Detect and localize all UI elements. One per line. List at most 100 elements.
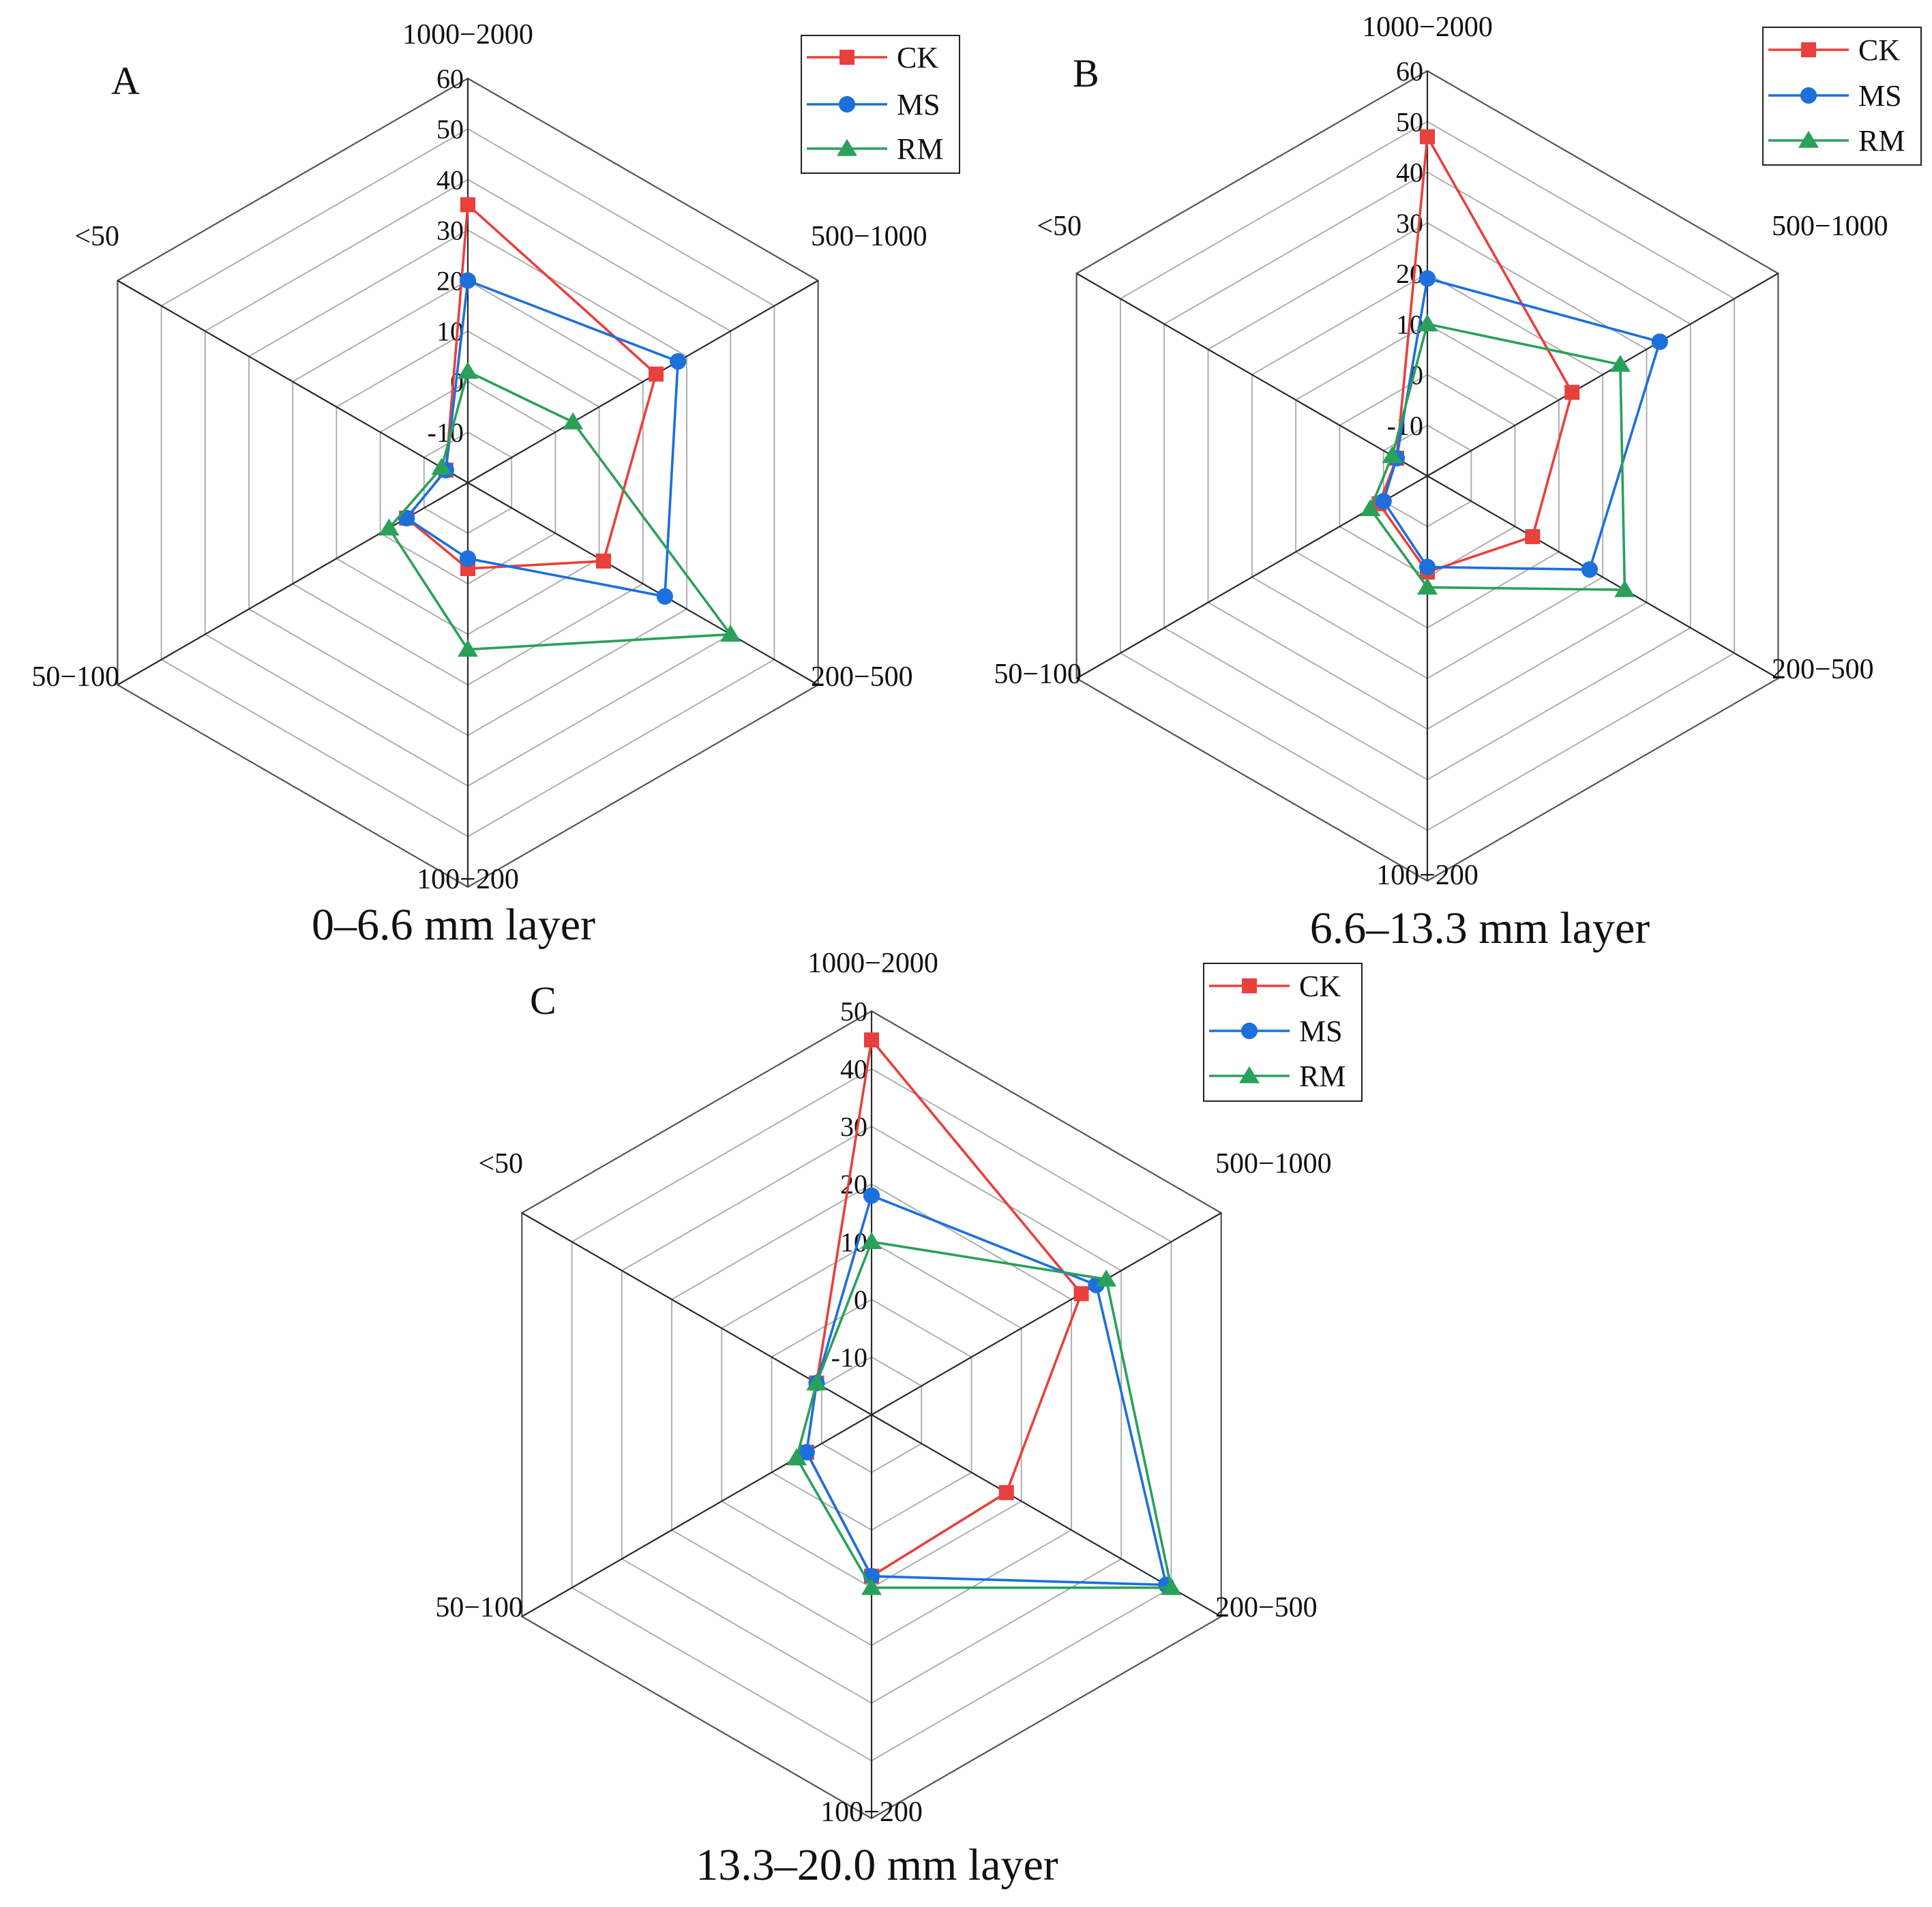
radar-spokes bbox=[521, 1011, 1222, 1818]
data-point-ms bbox=[459, 272, 477, 289]
data-point-ck bbox=[649, 366, 664, 382]
data-point-ck bbox=[998, 1485, 1014, 1501]
radial-tick-label: -10 bbox=[428, 417, 464, 448]
axis-label-lt50: <50 bbox=[1037, 211, 1082, 242]
legend-marker-rm bbox=[1239, 1066, 1260, 1083]
axis-label-100-200: 100−200 bbox=[417, 864, 519, 895]
legend-label-ms: MS bbox=[1858, 79, 1902, 112]
data-point-ms bbox=[863, 1187, 880, 1204]
radial-tick-label: 50 bbox=[1396, 106, 1423, 137]
axis-spoke bbox=[1427, 475, 1779, 679]
data-point-rm bbox=[1614, 580, 1635, 597]
panel-letter-c: C bbox=[530, 978, 556, 1023]
data-point-ms bbox=[398, 509, 415, 526]
axis-label-100-200: 100−200 bbox=[1376, 860, 1478, 891]
legend-label-ck: CK bbox=[897, 41, 938, 74]
radial-tick-label: 60 bbox=[1396, 56, 1423, 87]
legend-marker-ms bbox=[1240, 1022, 1258, 1040]
legend-label-ms: MS bbox=[897, 88, 940, 121]
legend-entry-ms: MS bbox=[807, 88, 940, 121]
data-point-rm bbox=[1360, 499, 1381, 516]
legend-marker-ck bbox=[839, 50, 854, 65]
data-point-rm bbox=[431, 457, 452, 475]
data-point-ck bbox=[864, 1032, 879, 1048]
axis-label-500-1000: 500−1000 bbox=[1772, 211, 1888, 242]
panel-letter-b: B bbox=[1073, 51, 1099, 95]
axis-label-50-100: 50−100 bbox=[994, 659, 1082, 690]
legend-entry-ck: CK bbox=[1768, 33, 1900, 67]
data-point-ck bbox=[1564, 385, 1580, 400]
data-point-ms bbox=[459, 550, 477, 567]
data-point-ms bbox=[798, 1443, 815, 1461]
panel-letter-a: A bbox=[111, 59, 140, 103]
data-point-rm bbox=[458, 361, 478, 379]
legend-marker-rm bbox=[837, 138, 857, 156]
axis-label-50-100: 50−100 bbox=[31, 661, 119, 693]
data-point-ck bbox=[596, 553, 612, 569]
data-point-rm bbox=[861, 1578, 882, 1595]
axis-spoke bbox=[1076, 273, 1428, 477]
data-point-ms bbox=[670, 353, 687, 370]
legend-label-ms: MS bbox=[1299, 1015, 1343, 1048]
data-point-rm bbox=[563, 412, 584, 430]
radial-tick-label: 40 bbox=[436, 164, 464, 195]
legend: CK MS RM bbox=[1762, 27, 1922, 166]
legend-entry-ck: CK bbox=[807, 41, 938, 74]
data-point-ms bbox=[1418, 558, 1436, 575]
data-point-rm bbox=[786, 1448, 807, 1466]
data-point-rm bbox=[1417, 577, 1438, 595]
axis-spoke bbox=[467, 280, 819, 483]
axis-label-500-1000: 500−1000 bbox=[1215, 1148, 1332, 1180]
series-line-rm bbox=[387, 370, 732, 651]
legend-label-rm: RM bbox=[1299, 1060, 1346, 1093]
axis-spoke bbox=[1427, 273, 1779, 477]
series-line-ck bbox=[1378, 135, 1573, 573]
axis-label-100-200: 100−200 bbox=[820, 1797, 923, 1828]
data-point-ck bbox=[1525, 529, 1541, 545]
radial-tick-label: 0 bbox=[854, 1285, 867, 1315]
data-point-ck bbox=[460, 197, 475, 213]
data-point-rm bbox=[1161, 1578, 1182, 1595]
axis-label-lt50: <50 bbox=[478, 1148, 523, 1180]
data-point-rm bbox=[1096, 1270, 1117, 1287]
legend-marker-ms bbox=[1800, 87, 1817, 104]
legend-label-ck: CK bbox=[1858, 33, 1900, 67]
legend-entry-ms: MS bbox=[1768, 79, 1902, 112]
data-point-ms bbox=[1651, 333, 1668, 350]
layer-caption-c: 13.3–20.0 mm layer bbox=[696, 1840, 1058, 1890]
legend-marker-ck bbox=[1801, 42, 1816, 57]
legend-marker-ck bbox=[1242, 978, 1257, 993]
layer-caption-a: 0–6.6 mm layer bbox=[312, 900, 595, 950]
axis-spoke bbox=[871, 1212, 1222, 1415]
series-line-ck bbox=[405, 203, 657, 570]
data-point-ck bbox=[1073, 1286, 1089, 1302]
axis-label-200-500: 200−500 bbox=[1215, 1592, 1318, 1623]
data-point-rm bbox=[720, 625, 741, 642]
legend-label-rm: RM bbox=[1858, 124, 1905, 157]
legend: CK MS RM bbox=[801, 35, 960, 174]
legend-entry-rm: RM bbox=[1209, 1060, 1346, 1093]
radial-tick-label: 30 bbox=[436, 215, 464, 245]
axis-label-50-100: 50−100 bbox=[435, 1592, 523, 1623]
radial-tick-label: 40 bbox=[840, 1054, 867, 1085]
axis-label-1000-2000: 1000−2000 bbox=[1362, 12, 1493, 43]
radial-tick-label: 20 bbox=[436, 266, 464, 297]
legend-marker-rm bbox=[1798, 130, 1819, 148]
data-point-ms bbox=[656, 588, 673, 605]
radar-series bbox=[378, 197, 741, 657]
data-point-rm bbox=[1382, 446, 1403, 463]
axis-label-500-1000: 500−1000 bbox=[811, 221, 927, 252]
axis-label-1000-2000: 1000−2000 bbox=[807, 948, 938, 979]
legend: CK MS RM bbox=[1203, 963, 1363, 1102]
axis-label-1000-2000: 1000−2000 bbox=[402, 19, 533, 50]
axis-spoke bbox=[467, 482, 819, 686]
data-point-ms bbox=[1375, 493, 1392, 510]
legend-entry-rm: RM bbox=[807, 132, 943, 166]
radial-tick-label: 40 bbox=[1396, 157, 1423, 188]
